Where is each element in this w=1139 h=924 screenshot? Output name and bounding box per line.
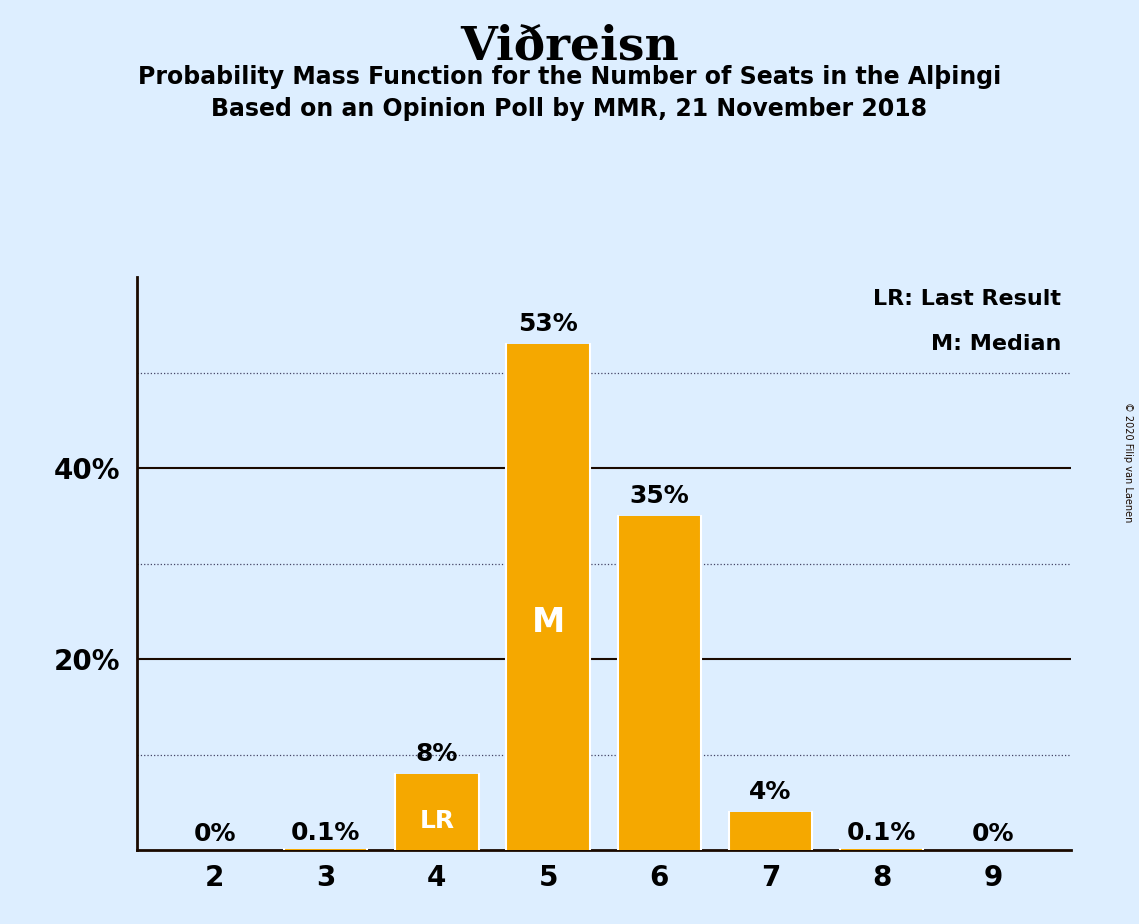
Text: LR: Last Result: LR: Last Result [874, 288, 1062, 309]
Text: © 2020 Filip van Laenen: © 2020 Filip van Laenen [1123, 402, 1133, 522]
Text: M: Median: M: Median [931, 334, 1062, 355]
Text: Based on an Opinion Poll by MMR, 21 November 2018: Based on an Opinion Poll by MMR, 21 Nove… [212, 97, 927, 121]
Text: LR: LR [419, 809, 454, 833]
Text: 0%: 0% [194, 822, 236, 846]
Text: 8%: 8% [416, 742, 458, 766]
Text: Probability Mass Function for the Number of Seats in the Alþingi: Probability Mass Function for the Number… [138, 65, 1001, 89]
Bar [395, 773, 478, 850]
Bar [617, 516, 700, 850]
Text: M: M [532, 606, 565, 638]
Text: 4%: 4% [749, 780, 792, 804]
Text: 0%: 0% [972, 822, 1014, 846]
Bar [284, 849, 368, 850]
Text: 53%: 53% [518, 312, 577, 336]
Bar [729, 812, 812, 850]
Text: 0.1%: 0.1% [290, 821, 360, 845]
Text: 35%: 35% [630, 484, 689, 508]
Text: Viðreisn: Viðreisn [460, 23, 679, 69]
Text: 0.1%: 0.1% [847, 821, 917, 845]
Bar [839, 849, 924, 850]
Bar [507, 344, 590, 850]
